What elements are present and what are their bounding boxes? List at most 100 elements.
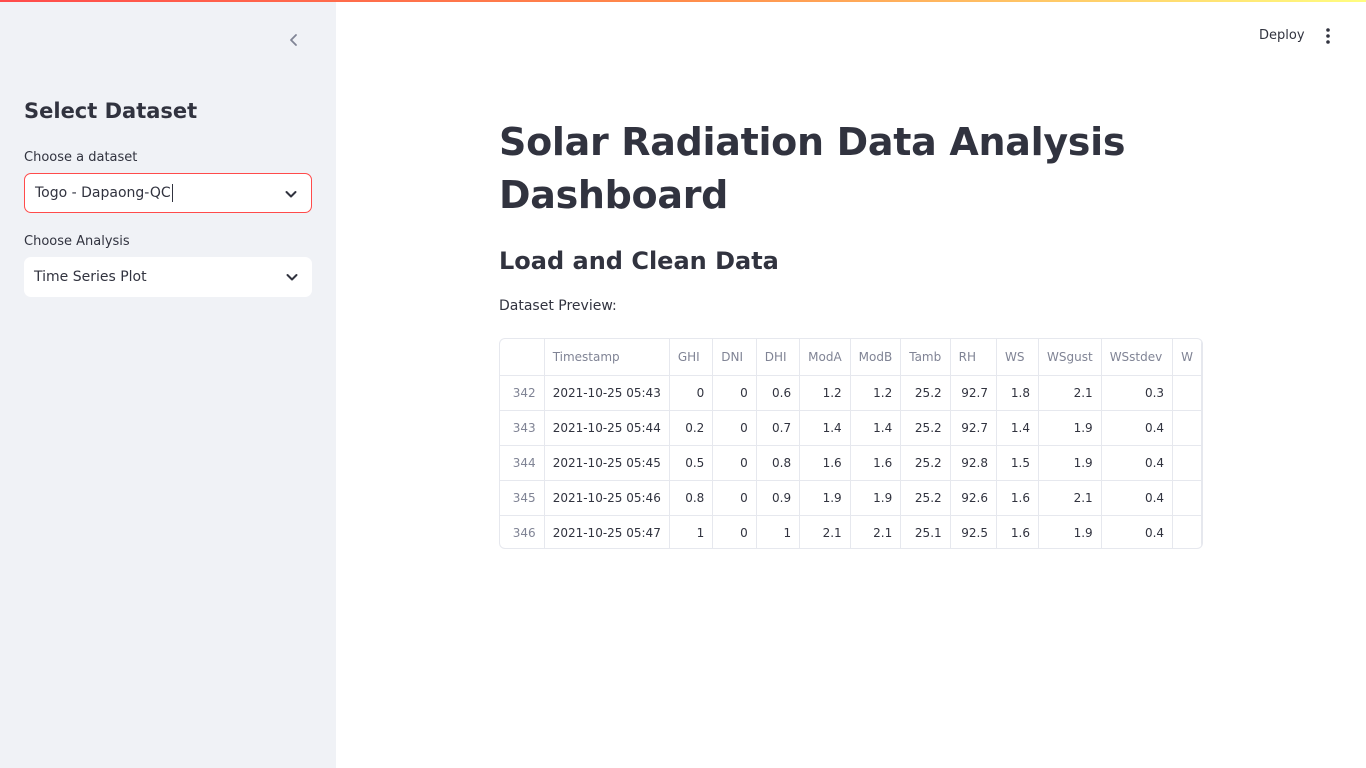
row-index-cell[interactable]: 343 <box>500 410 545 446</box>
table-cell[interactable]: 25.1 <box>900 515 951 548</box>
table-header-row: Timestamp GHI DNI DHI ModA ModB Tamb RH WS WSgust… <box>500 339 1202 376</box>
column-header[interactable]: WS <box>996 339 1040 376</box>
table-cell[interactable]: 1.9 <box>1038 515 1102 548</box>
table-cell[interactable]: 1.5 <box>996 445 1040 481</box>
table-cell[interactable]: 0 <box>712 515 757 548</box>
table-cell[interactable]: 92.8 <box>950 445 997 481</box>
table-cell[interactable]: 1 <box>669 515 714 548</box>
table-row[interactable]: 343 2021-10-25 05:44 0.2 0 0.7 1.4 1.4 25.2 92.7… <box>500 410 1202 446</box>
table-cell[interactable]: 1.2 <box>799 375 851 411</box>
main-menu-button[interactable] <box>1318 26 1338 46</box>
table-cell[interactable]: 0 <box>712 480 757 516</box>
table-cell[interactable]: 25.2 <box>900 410 951 446</box>
table-cell[interactable]: 1.9 <box>1038 410 1102 446</box>
table-cell[interactable]: 1.4 <box>850 410 902 446</box>
table-cell[interactable]: 1.2 <box>850 375 902 411</box>
table-row[interactable]: 342 2021-10-25 05:43 0 0 0.6 1.2 1.2 25.2 92.7 1.… <box>500 375 1202 411</box>
column-header[interactable]: DHI <box>756 339 801 376</box>
table-cell[interactable]: 0.5 <box>669 445 714 481</box>
table-cell[interactable]: 0.6 <box>756 375 801 411</box>
dataset-select[interactable]: Togo - Dapaong-QC <box>24 173 312 213</box>
chevron-left-icon <box>290 34 297 46</box>
table-cell[interactable] <box>1172 375 1202 411</box>
column-header[interactable]: ModB <box>850 339 902 376</box>
table-cell[interactable]: 1.4 <box>996 410 1040 446</box>
table-cell[interactable]: 2021-10-25 05:43 <box>544 375 670 411</box>
deploy-button[interactable]: Deploy <box>1259 28 1305 43</box>
table-cell[interactable]: 1.6 <box>996 515 1040 548</box>
row-index-cell[interactable]: 345 <box>500 480 545 516</box>
table-cell[interactable]: 2021-10-25 05:45 <box>544 445 670 481</box>
column-header[interactable]: Timestamp <box>544 339 670 376</box>
section-title: Load and Clean Data <box>499 247 779 275</box>
table-cell[interactable]: 0 <box>712 410 757 446</box>
table-cell[interactable]: 0.2 <box>669 410 714 446</box>
table-cell[interactable]: 2.1 <box>850 515 902 548</box>
kebab-menu-icon <box>1326 28 1330 44</box>
table-cell[interactable]: 92.5 <box>950 515 997 548</box>
table-row[interactable]: 345 2021-10-25 05:46 0.8 0 0.9 1.9 1.9 25.2 92.6… <box>500 480 1202 516</box>
table-cell[interactable]: 1.4 <box>799 410 851 446</box>
table-cell[interactable]: 92.7 <box>950 410 997 446</box>
table-cell[interactable]: 2.1 <box>1038 480 1102 516</box>
table-cell[interactable]: 1.9 <box>1038 445 1102 481</box>
table-cell[interactable]: 25.2 <box>900 480 951 516</box>
column-header[interactable]: DNI <box>712 339 757 376</box>
sidebar: Select Dataset Choose a dataset Togo - D… <box>0 0 336 768</box>
table-cell[interactable]: 2021-10-25 05:46 <box>544 480 670 516</box>
table-cell[interactable]: 25.2 <box>900 375 951 411</box>
table-cell[interactable]: 0.9 <box>756 480 801 516</box>
table-cell[interactable]: 1.8 <box>996 375 1040 411</box>
table-cell[interactable] <box>1172 480 1202 516</box>
table-cell[interactable] <box>1172 515 1202 548</box>
table-cell[interactable]: 25.2 <box>900 445 951 481</box>
chevron-down-icon <box>286 274 298 281</box>
table-cell[interactable]: 92.7 <box>950 375 997 411</box>
table-cell[interactable]: 2021-10-25 05:47 <box>544 515 670 548</box>
table-cell[interactable]: 2.1 <box>799 515 851 548</box>
collapse-sidebar-button[interactable] <box>282 28 306 52</box>
table-row[interactable]: 346 2021-10-25 05:47 1 0 1 2.1 2.1 25.1 92.5 1.6 1… <box>500 515 1202 548</box>
table-cell[interactable]: 2.1 <box>1038 375 1102 411</box>
column-header[interactable]: WSstdev <box>1101 339 1174 376</box>
table-cell[interactable]: 0 <box>712 375 757 411</box>
table-cell[interactable]: 2021-10-25 05:44 <box>544 410 670 446</box>
row-index-cell[interactable]: 342 <box>500 375 545 411</box>
table-cell[interactable]: 0.4 <box>1101 515 1174 548</box>
column-header[interactable]: ModA <box>799 339 851 376</box>
table-cell[interactable]: 0 <box>669 375 714 411</box>
table-cell[interactable]: 92.6 <box>950 480 997 516</box>
column-header[interactable]: Tamb <box>900 339 951 376</box>
column-header[interactable]: WSgust <box>1038 339 1102 376</box>
table-cell[interactable]: 0.4 <box>1101 445 1174 481</box>
dataset-preview-label: Dataset Preview: <box>499 298 617 314</box>
table-cell[interactable]: 1 <box>756 515 801 548</box>
column-header[interactable]: RH <box>950 339 997 376</box>
row-index-cell[interactable]: 346 <box>500 515 545 548</box>
table-cell[interactable]: 0.8 <box>669 480 714 516</box>
table-cell[interactable]: 0.4 <box>1101 410 1174 446</box>
analysis-select[interactable]: Time Series Plot <box>24 257 312 297</box>
table-cell[interactable]: 1.6 <box>996 480 1040 516</box>
table-cell[interactable]: 0 <box>712 445 757 481</box>
column-header[interactable] <box>500 339 545 376</box>
table-row[interactable]: 344 2021-10-25 05:45 0.5 0 0.8 1.6 1.6 25.2 92.8… <box>500 445 1202 481</box>
column-header[interactable]: W <box>1172 339 1202 376</box>
table-cell[interactable]: 1.6 <box>850 445 902 481</box>
table-cell[interactable]: 0.3 <box>1101 375 1174 411</box>
table-cell[interactable]: 1.9 <box>850 480 902 516</box>
table-cell[interactable] <box>1172 410 1202 446</box>
chevron-down-icon <box>285 191 297 198</box>
data-table[interactable]: Timestamp GHI DNI DHI ModA ModB Tamb RH WS WSgust… <box>499 338 1203 549</box>
table-cell[interactable]: 0.4 <box>1101 480 1174 516</box>
column-header[interactable]: GHI <box>669 339 714 376</box>
page-title: Solar Radiation Data Analysis Dashboard <box>499 120 1126 217</box>
data-table-grid: Timestamp GHI DNI DHI ModA ModB Tamb RH WS WSgust… <box>500 339 1202 548</box>
row-index-cell[interactable]: 344 <box>500 445 545 481</box>
table-cell[interactable]: 1.9 <box>799 480 851 516</box>
analysis-select-value: Time Series Plot <box>34 269 147 285</box>
table-cell[interactable]: 0.8 <box>756 445 801 481</box>
table-cell[interactable]: 0.7 <box>756 410 801 446</box>
table-cell[interactable]: 1.6 <box>799 445 851 481</box>
table-cell[interactable] <box>1172 445 1202 481</box>
